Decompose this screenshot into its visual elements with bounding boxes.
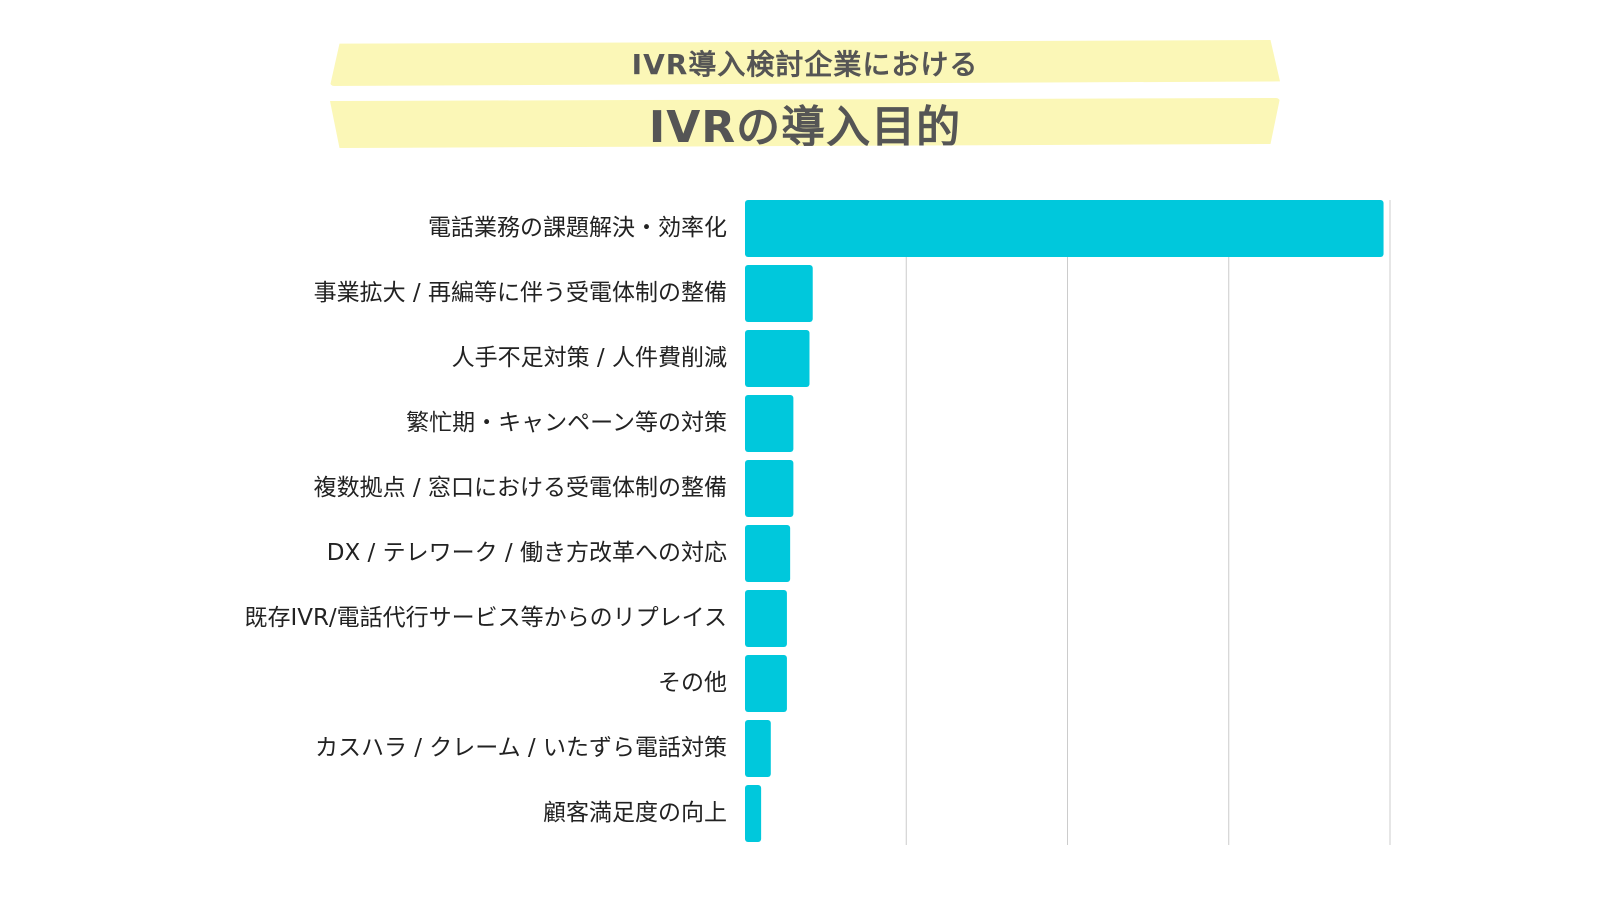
category-label: 繁忙期・キャンペーン等の対策	[406, 410, 727, 436]
category-label: 人手不足対策 / 人件費削減	[452, 345, 727, 371]
bar	[745, 655, 787, 712]
category-label: 電話業務の課題解決・効率化	[428, 215, 727, 241]
bar	[745, 200, 1384, 257]
bar	[745, 785, 762, 842]
bar	[745, 460, 794, 517]
bar	[745, 265, 813, 322]
chart-title: IVRの導入目的	[330, 98, 1280, 148]
bar	[745, 525, 791, 582]
category-label: 事業拡大 / 再編等に伴う受電体制の整備	[314, 280, 727, 306]
bar	[745, 395, 794, 452]
category-label: 複数拠点 / 窓口における受電体制の整備	[314, 475, 727, 501]
category-label: カスハラ / クレーム / いたずら電話対策	[315, 735, 727, 761]
bar	[745, 720, 771, 777]
category-label: その他	[658, 670, 727, 696]
gridlines	[905, 200, 1391, 845]
chart-subtitle: IVR導入検討企業における	[330, 40, 1280, 86]
category-label: DX / テレワーク / 働き方改革への対応	[327, 540, 727, 566]
bar	[745, 330, 810, 387]
bar	[745, 590, 787, 647]
category-label: 顧客満足度の向上	[543, 800, 727, 826]
category-label: 既存IVR/電話代行サービス等からのリプレイス	[244, 605, 727, 631]
